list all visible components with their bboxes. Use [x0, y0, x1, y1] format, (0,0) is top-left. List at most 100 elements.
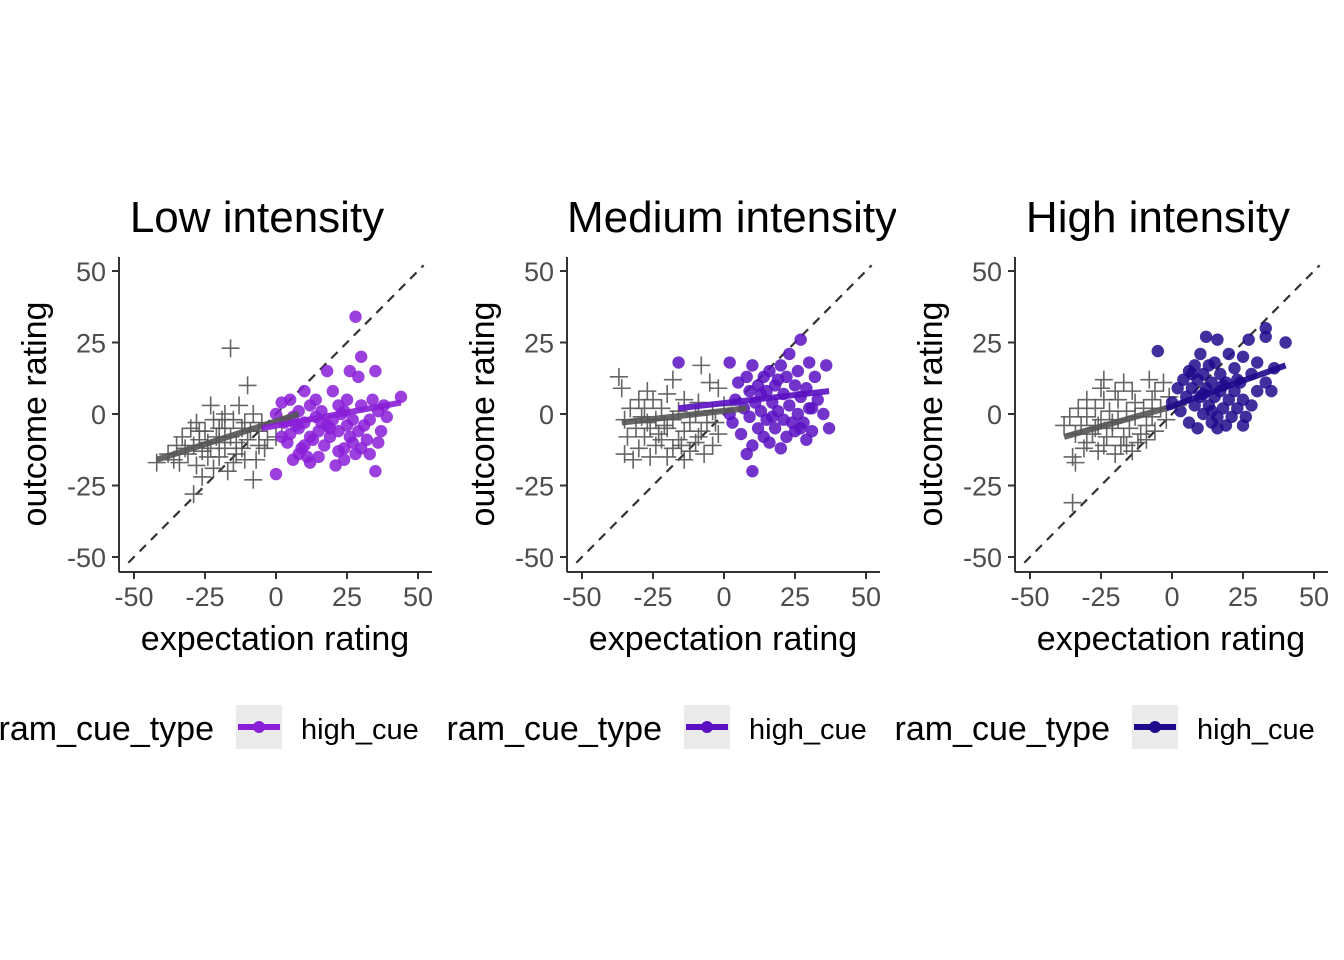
- x-tick-label: -25: [633, 582, 672, 612]
- data-point: [794, 333, 807, 346]
- data-point: [1055, 416, 1074, 435]
- data-point: [743, 384, 756, 398]
- data-point: [355, 350, 368, 363]
- x-axis-label: expectation rating: [589, 620, 857, 658]
- data-point: [822, 422, 836, 435]
- data-point: [1151, 344, 1165, 358]
- y-tick-label: -25: [67, 472, 106, 502]
- fit-line-low-cue: [621, 405, 748, 426]
- data-point: [369, 465, 382, 478]
- legend: param_cue_type high_cue: [896, 705, 1315, 749]
- data-point: [303, 399, 317, 412]
- data-point: [695, 445, 714, 464]
- data-point: [672, 436, 691, 455]
- data-point: [1145, 422, 1164, 441]
- legend-key-point: [253, 721, 265, 733]
- panel-title: High intensity: [1026, 193, 1290, 242]
- data-point: [689, 427, 708, 446]
- data-point: [768, 422, 782, 435]
- data-point: [726, 416, 739, 429]
- data-point: [774, 442, 787, 455]
- fit-line-high-cue: [678, 388, 830, 412]
- data-point: [247, 450, 266, 469]
- data-point: [709, 425, 728, 444]
- data-point: [187, 456, 206, 475]
- x-tick-label: -25: [185, 582, 224, 612]
- data-point: [1194, 347, 1207, 361]
- legend-title: param_cue_type: [0, 710, 214, 748]
- data-point: [703, 436, 722, 455]
- data-point: [629, 439, 648, 458]
- data-point: [374, 424, 388, 438]
- data-point: [740, 447, 753, 461]
- y-tick-label: 0: [539, 400, 554, 430]
- x-tick-label: 0: [268, 582, 283, 612]
- data-point: [743, 410, 756, 424]
- data-point: [1191, 422, 1204, 435]
- data-point: [746, 359, 759, 372]
- legend-key-point: [701, 721, 713, 733]
- x-tick-label: 25: [1228, 582, 1258, 612]
- data-point: [230, 396, 249, 415]
- data-point: [298, 384, 311, 398]
- data-point: [213, 410, 232, 429]
- data-point: [337, 453, 351, 466]
- data-point: [1086, 399, 1105, 418]
- data-point: [1251, 356, 1264, 369]
- data-point: [746, 465, 759, 478]
- data-point: [706, 413, 725, 432]
- x-tick-label: 25: [780, 582, 810, 612]
- data-point: [1106, 382, 1125, 401]
- legend-title: param_cue_type: [409, 710, 662, 748]
- data-point: [1205, 404, 1218, 418]
- data-point: [269, 467, 283, 481]
- data-point: [783, 347, 796, 361]
- data-point: [1109, 390, 1128, 409]
- y-axis-label: outcome rating: [912, 302, 950, 527]
- panel-low: Low intensity outcome rating expectation…: [0, 193, 433, 749]
- data-point: [672, 356, 685, 369]
- data-point: [1228, 362, 1241, 375]
- data-point: [193, 467, 212, 486]
- data-point: [1137, 430, 1156, 449]
- data-point: [791, 364, 805, 378]
- data-point: [1222, 347, 1236, 361]
- data-point: [198, 447, 217, 466]
- data-point: [323, 422, 337, 435]
- data-point: [635, 399, 654, 418]
- data-point: [803, 356, 816, 369]
- data-point: [1100, 402, 1119, 421]
- identity-line: [1023, 264, 1321, 564]
- fit-line-high-cue: [1165, 362, 1287, 412]
- x-tick-label: 50: [403, 582, 433, 612]
- x-tick-label: -50: [1010, 582, 1049, 612]
- legend-entry: high_cue: [749, 714, 867, 746]
- data-point: [1211, 333, 1224, 346]
- plot-area: -50 -25 0 25 50 -50 -25 0 25 50: [515, 257, 881, 612]
- data-point: [1074, 439, 1093, 458]
- legend-key-point: [1149, 721, 1161, 733]
- y-axis-label: outcome rating: [16, 302, 54, 527]
- data-point: [774, 359, 787, 372]
- legend: param_cue_type high_cue: [0, 705, 419, 749]
- data-point: [732, 376, 745, 389]
- data-point: [349, 310, 362, 323]
- x-axis-label: expectation rating: [141, 620, 409, 658]
- data-point: [366, 393, 379, 406]
- y-tick-label: 25: [972, 329, 1002, 359]
- data-point: [1279, 336, 1292, 349]
- data-point: [1242, 333, 1255, 346]
- data-point: [269, 407, 283, 421]
- data-point: [275, 396, 288, 409]
- data-point: [369, 364, 382, 378]
- y-tick-label: 50: [972, 257, 1002, 287]
- data-point: [352, 370, 365, 384]
- data-point: [649, 425, 668, 444]
- legend-entry: high_cue: [301, 714, 419, 746]
- data-point: [204, 459, 223, 478]
- data-point: [1117, 436, 1136, 455]
- y-tick-label: 50: [524, 257, 554, 287]
- data-point: [184, 485, 203, 504]
- data-point: [349, 447, 362, 461]
